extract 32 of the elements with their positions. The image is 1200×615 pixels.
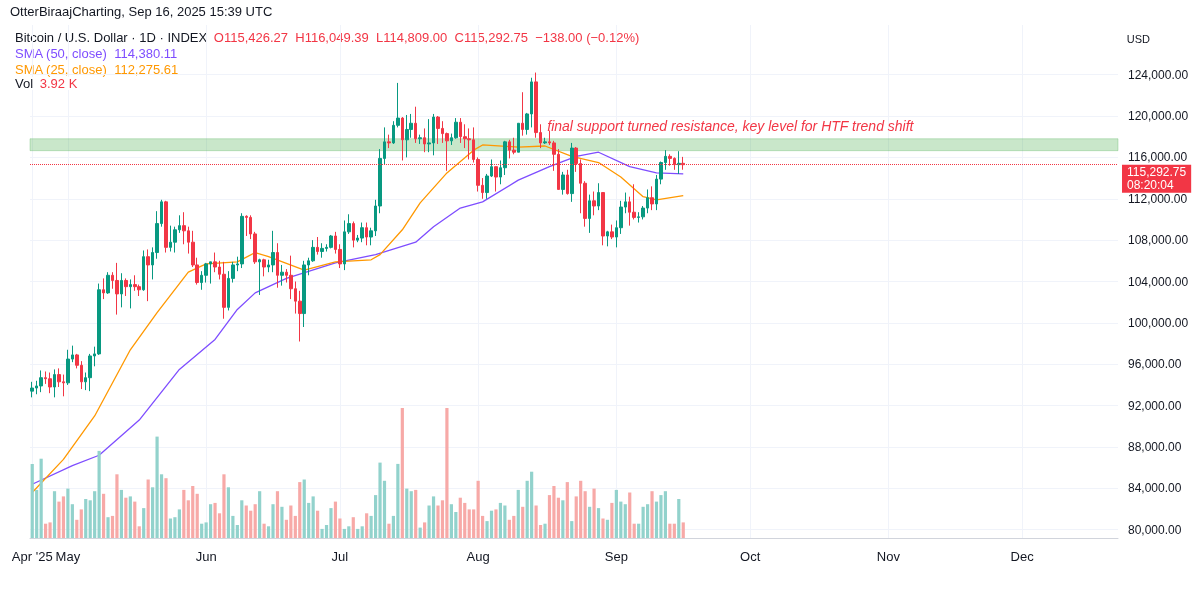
band-label: final support turned resistance, key level for HTF trend shift — [547, 118, 915, 135]
y-tick-label: 84,000.00 — [1128, 481, 1182, 496]
annotation: 112,275.61 — [114, 62, 179, 77]
chart-subtitle: OtterBiraajCharting, Sep 16, 2025 15:39 UTC — [10, 4, 273, 19]
x-tick-label: Oct — [740, 549, 761, 564]
y-tick-label: 108,000.00 — [1128, 233, 1189, 248]
y-tick-label: 88,000.00 — [1128, 439, 1182, 454]
x-tick-label: Jul — [331, 549, 349, 564]
chart-title: Vol — [15, 76, 34, 91]
y-tick-label: 100,000.00 — [1128, 315, 1189, 330]
annotation: O115,426.27 H116,049.39 L114,809.00 C115,292.75 −138.00 (−0.12%) — [213, 30, 640, 45]
annotation: 3.92 K — [39, 76, 78, 91]
y-tick-label: 116,000.00 — [1128, 150, 1188, 165]
ref-line-label: 115,292.75 — [1127, 165, 1187, 180]
x-tick-label: Sep — [604, 549, 628, 564]
x-tick-label: Dec — [1010, 549, 1035, 564]
x-tick-label: Nov — [876, 549, 901, 564]
x-tick-label: Aug — [466, 549, 490, 564]
y-tick-label: 120,000.00 — [1128, 109, 1189, 124]
y-tick-label: 112,000.00 — [1128, 191, 1188, 206]
text: 08:20:04 — [1127, 178, 1175, 193]
annotation: 114,380.11 — [114, 46, 178, 61]
y-tick-label: 92,000.00 — [1128, 398, 1182, 413]
y-tick-label: 124,000.00 — [1128, 67, 1189, 82]
y-tick-label: 104,000.00 — [1128, 274, 1189, 289]
y-axis-title: USD — [1126, 32, 1151, 45]
x-tick-label: Jun — [195, 549, 217, 564]
y-tick-label: 80,000.00 — [1128, 522, 1182, 537]
x-tick-label: Apr '25 — [11, 549, 53, 564]
y-tick-label: 96,000.00 — [1128, 357, 1182, 372]
chart-title: Bitcoin / U.S. Dollar · 1D · INDEX — [15, 30, 208, 45]
x-tick-label: May — [55, 549, 81, 564]
